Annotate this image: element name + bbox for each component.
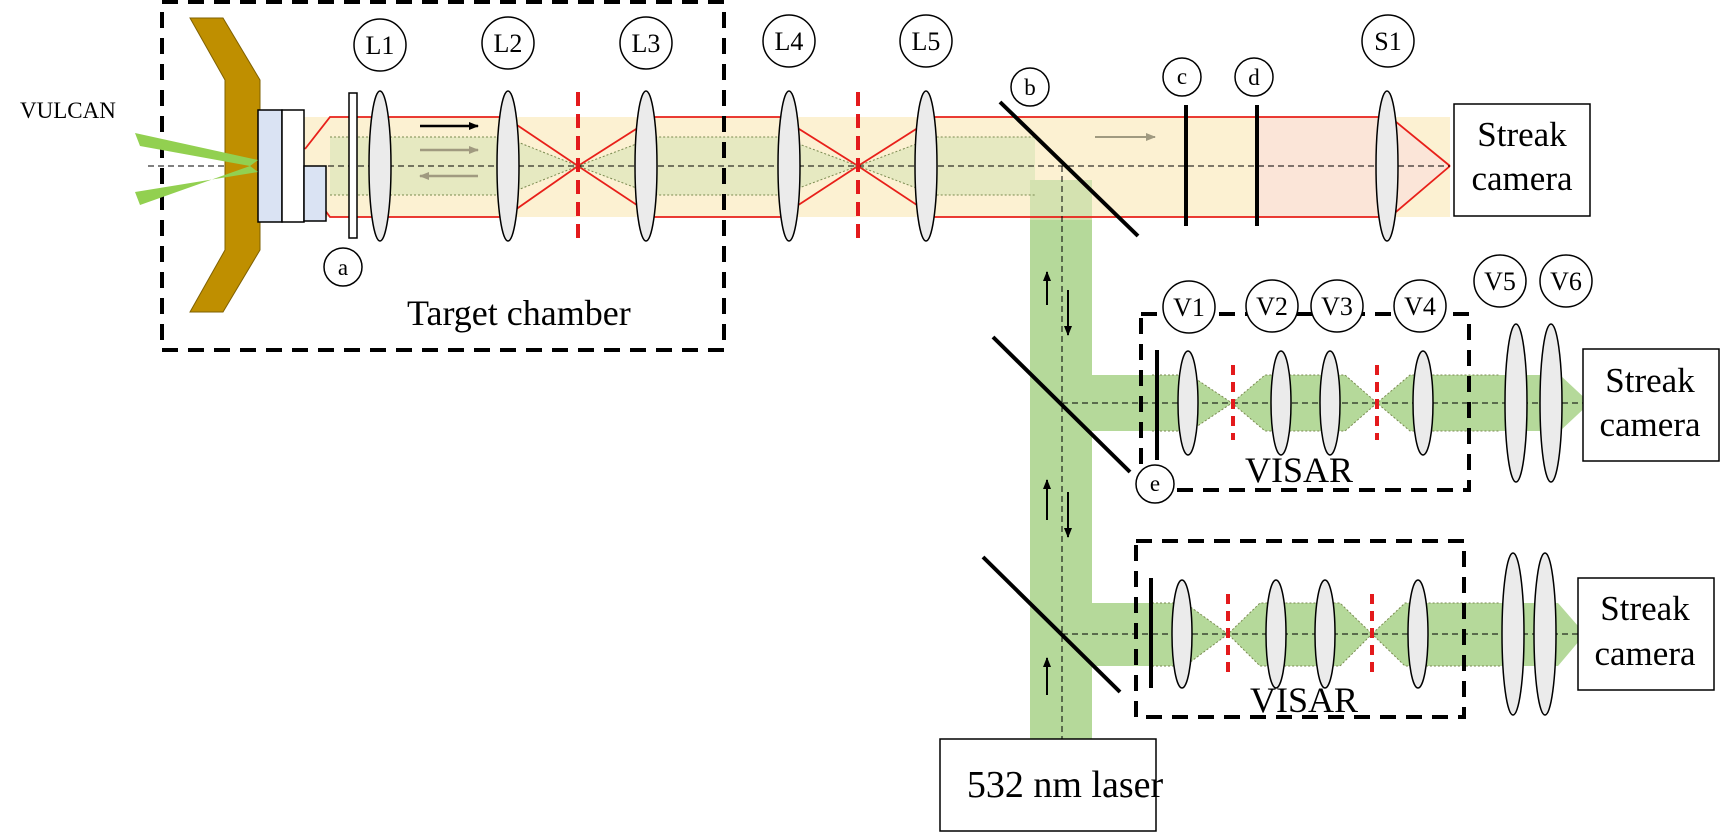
probe-beam-main	[300, 117, 1450, 217]
marker-d: d	[1248, 65, 1260, 90]
vulcan-beams	[135, 133, 258, 205]
streak-camera-2: Streak camera	[1582, 348, 1720, 462]
streak-camera-2-label-2: camera	[1599, 405, 1700, 444]
label-l5: L5	[912, 27, 941, 56]
visar1-lenses	[1177, 323, 1563, 483]
direction-arrows	[419, 122, 1156, 695]
label-s1: S1	[1374, 27, 1401, 56]
streak-camera-3: Streak camera	[1577, 577, 1715, 691]
lens-label-circles	[323, 14, 1593, 504]
vulcan-label: VULCAN	[20, 98, 116, 123]
plates-cd	[1184, 105, 1259, 226]
label-v4: V4	[1404, 292, 1436, 321]
visar2-lenses	[1171, 552, 1557, 716]
target-chamber-label: Target chamber	[407, 293, 631, 333]
lens-labels: L1 L2 L3 L4 L5 S1 V1 V2 V3 V4 V5 V6 a b …	[338, 27, 1582, 496]
streak-camera-1: Streak camera	[1453, 103, 1591, 217]
main-pinholes	[576, 92, 860, 244]
visar1-label: VISAR	[1245, 450, 1353, 490]
lens-l4-shape	[777, 90, 801, 242]
lens-l1-shape	[368, 90, 392, 242]
lens-l2-shape	[496, 90, 520, 242]
label-v5: V5	[1484, 267, 1516, 296]
label-v1: V1	[1173, 293, 1205, 322]
target-holder	[189, 17, 327, 313]
label-l4: L4	[775, 27, 804, 56]
laser-label: 532 nm laser	[967, 764, 1164, 806]
visar1-pinholes	[1231, 365, 1379, 440]
label-v6: V6	[1550, 267, 1582, 296]
visar1-box	[1139, 312, 1471, 492]
streak-camera-1-label-1: Streak	[1477, 115, 1567, 154]
beam-splitters	[981, 100, 1140, 694]
lens-l3-shape	[634, 90, 658, 242]
target-chamber-box	[160, 0, 726, 352]
marker-c: c	[1177, 64, 1187, 89]
laser-532nm: 532 nm laser	[939, 738, 1164, 832]
streak-camera-2-label-1: Streak	[1605, 361, 1695, 400]
streak-camera-3-label-1: Streak	[1600, 589, 1690, 628]
label-l2: L2	[494, 29, 523, 58]
label-l1: L1	[366, 31, 395, 60]
visar2-label: VISAR	[1250, 680, 1358, 720]
marker-e: e	[1150, 471, 1160, 496]
marker-b: b	[1024, 75, 1036, 100]
label-l3: L3	[632, 29, 661, 58]
marker-a: a	[338, 255, 348, 280]
visar2-pinholes	[1226, 594, 1374, 674]
main-lenses	[368, 90, 1399, 242]
streak-camera-1-label-2: camera	[1471, 159, 1572, 198]
lens-s1-shape	[1375, 90, 1399, 242]
target-window	[348, 92, 358, 239]
label-v2: V2	[1256, 292, 1288, 321]
label-v3: V3	[1321, 292, 1353, 321]
visar2-box	[1134, 539, 1466, 719]
red-ray-trace	[304, 116, 1451, 218]
streak-camera-3-label-2: camera	[1594, 634, 1695, 673]
lens-l5-shape	[914, 90, 938, 242]
